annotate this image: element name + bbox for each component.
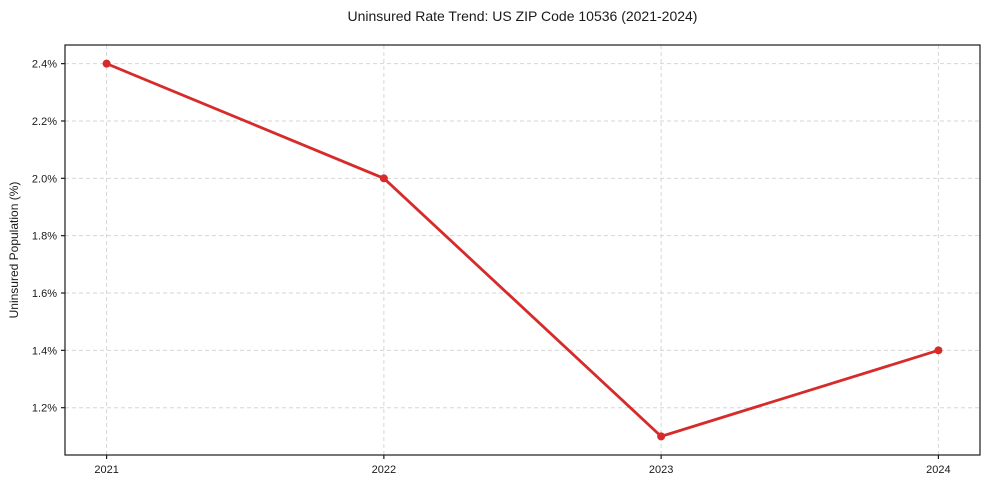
data-point	[102, 59, 111, 68]
data-point	[657, 432, 666, 441]
chart-title: Uninsured Rate Trend: US ZIP Code 10536 …	[347, 8, 698, 24]
x-tick-label: 2022	[372, 464, 396, 476]
grid	[65, 45, 980, 455]
y-tick-label: 1.6%	[32, 288, 57, 300]
y-tick-label: 2.4%	[32, 59, 57, 71]
plot-border	[64, 44, 981, 456]
data-point	[379, 174, 388, 183]
y-tick-label: 1.4%	[32, 345, 57, 357]
data-point	[934, 346, 943, 355]
y-tick-label: 2.0%	[32, 173, 57, 185]
x-tick-label: 2023	[649, 464, 673, 476]
x-tick-label: 2024	[926, 464, 950, 476]
y-tick-label: 2.2%	[32, 116, 57, 128]
y-tick-label: 1.2%	[32, 403, 57, 415]
trend-line	[105, 62, 940, 438]
y-tick-label: 1.8%	[32, 231, 57, 243]
x-tick-label: 2021	[94, 464, 118, 476]
